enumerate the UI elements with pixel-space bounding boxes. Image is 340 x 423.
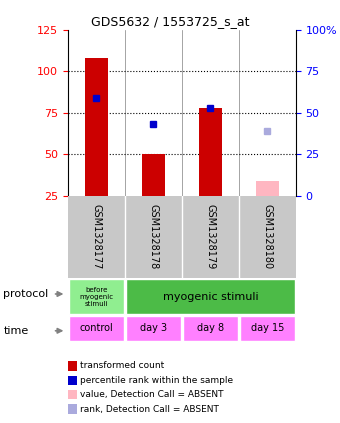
Text: control: control <box>80 323 113 333</box>
Bar <box>240 316 295 341</box>
Bar <box>69 316 124 341</box>
Text: GSM1328178: GSM1328178 <box>149 204 158 269</box>
Text: percentile rank within the sample: percentile rank within the sample <box>80 376 233 385</box>
Bar <box>183 316 238 341</box>
Bar <box>126 316 181 341</box>
Bar <box>126 279 295 314</box>
Bar <box>142 154 165 195</box>
Text: day 8: day 8 <box>197 323 224 333</box>
Text: day 15: day 15 <box>251 323 284 333</box>
Text: day 3: day 3 <box>140 323 167 333</box>
Text: myogenic stimuli: myogenic stimuli <box>163 292 258 302</box>
Bar <box>69 279 124 314</box>
Text: before
myogenic
stimuli: before myogenic stimuli <box>80 287 114 307</box>
Bar <box>85 58 108 195</box>
Text: GSM1328180: GSM1328180 <box>262 204 272 269</box>
Bar <box>256 181 279 195</box>
Text: time: time <box>3 326 29 336</box>
Text: protocol: protocol <box>3 289 49 299</box>
Bar <box>199 107 222 195</box>
Text: GSM1328177: GSM1328177 <box>91 204 101 270</box>
Text: value, Detection Call = ABSENT: value, Detection Call = ABSENT <box>80 390 223 399</box>
Text: GDS5632 / 1553725_s_at: GDS5632 / 1553725_s_at <box>91 15 249 28</box>
Text: rank, Detection Call = ABSENT: rank, Detection Call = ABSENT <box>80 404 219 414</box>
Text: transformed count: transformed count <box>80 361 164 371</box>
Text: GSM1328179: GSM1328179 <box>205 204 215 269</box>
